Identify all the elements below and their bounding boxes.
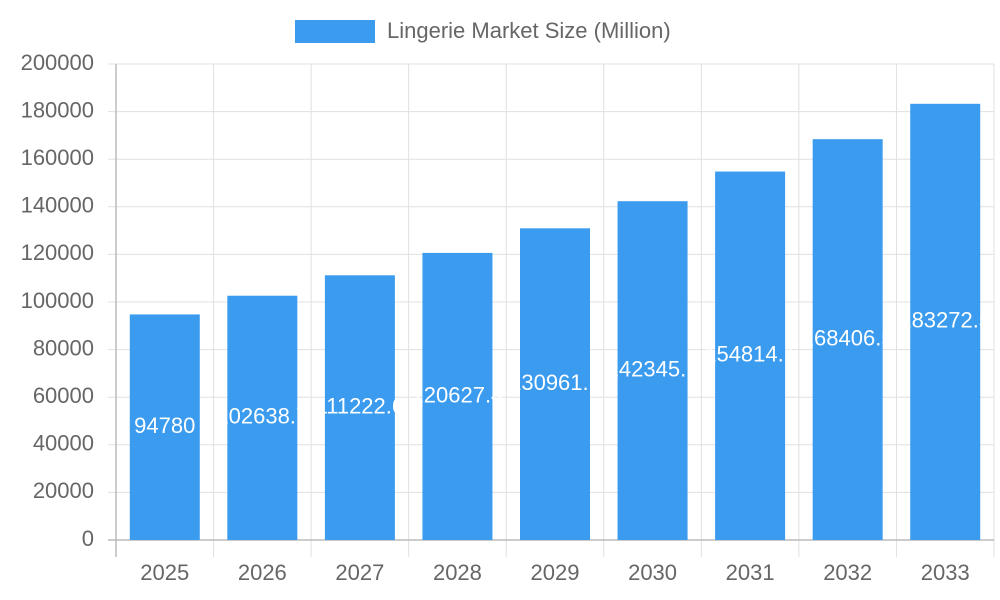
x-tick-label: 2032 — [823, 560, 872, 585]
bar — [617, 201, 688, 540]
x-tick-label: 2027 — [335, 560, 384, 585]
bar — [812, 139, 883, 540]
value-label: 130961.1 — [509, 370, 601, 395]
y-tick-label: 160000 — [21, 145, 94, 170]
x-tick-label: 2026 — [238, 560, 287, 585]
x-tick-label: 2030 — [628, 560, 677, 585]
bar — [422, 252, 493, 540]
bar — [324, 275, 395, 540]
value-label: 94780 — [134, 413, 195, 438]
value-label: 154814.1 — [704, 342, 796, 367]
value-label: 168406.5 — [802, 325, 894, 350]
x-tick-label: 2028 — [433, 560, 482, 585]
y-tick-label: 60000 — [33, 383, 94, 408]
x-tick-label: 2025 — [140, 560, 189, 585]
x-tick-label: 2031 — [726, 560, 775, 585]
y-tick-label: 0 — [82, 526, 94, 551]
bar — [520, 228, 590, 541]
y-tick-label: 140000 — [21, 193, 94, 218]
x-tick-label: 2033 — [921, 560, 970, 585]
bar — [910, 103, 981, 540]
value-label: 142345.1 — [607, 356, 699, 381]
bar — [129, 314, 200, 540]
value-label: 111222.6 — [316, 393, 405, 418]
y-tick-label: 80000 — [33, 335, 94, 360]
value-label: 183272.5 — [899, 308, 991, 333]
y-tick-label: 40000 — [33, 431, 94, 456]
legend-swatch — [295, 20, 375, 43]
value-label: 120627.4 — [412, 382, 504, 407]
y-tick-label: 100000 — [21, 288, 94, 313]
y-tick-label: 20000 — [33, 478, 94, 503]
bar — [715, 171, 786, 541]
y-tick-label: 200000 — [21, 50, 94, 75]
legend-label: Lingerie Market Size (Million) — [387, 18, 671, 43]
y-tick-label: 180000 — [21, 97, 94, 122]
y-tick-label: 120000 — [21, 240, 94, 265]
bar — [227, 295, 298, 540]
x-tick-label: 2029 — [531, 560, 580, 585]
value-label: 102638.7 — [216, 404, 308, 429]
